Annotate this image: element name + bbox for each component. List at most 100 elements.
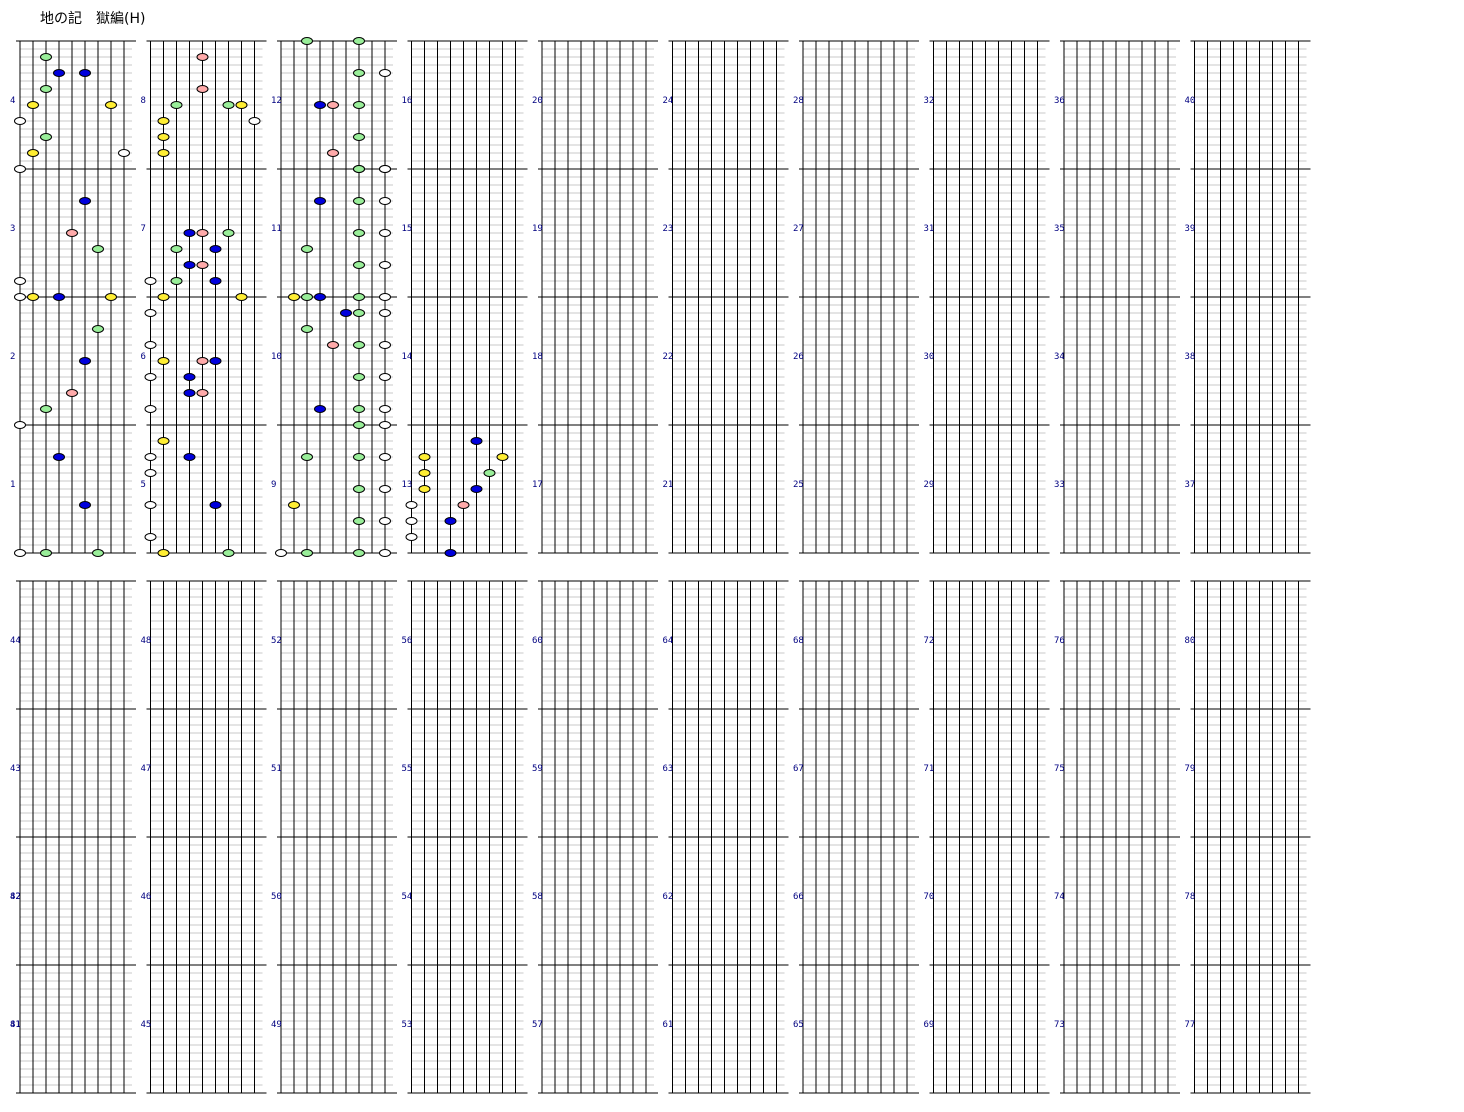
note (27, 293, 39, 301)
measure-number: 28 (793, 96, 804, 106)
measure-number: 19 (532, 224, 543, 234)
measure-number: 33 (1054, 480, 1065, 490)
note (379, 485, 391, 493)
note (157, 549, 170, 557)
note (27, 149, 39, 157)
note (209, 277, 222, 285)
note (353, 69, 365, 77)
note (183, 389, 196, 397)
note (353, 37, 365, 45)
measure-number: 31 (924, 224, 935, 234)
note (79, 197, 91, 205)
measure-number: 29 (924, 480, 935, 490)
note (353, 165, 365, 173)
measure-number: 68 (793, 636, 804, 646)
measure-number: 52 (271, 636, 282, 646)
note (379, 421, 391, 429)
note (235, 101, 248, 109)
note (183, 261, 196, 269)
note (40, 133, 52, 141)
measure-number: 42 (10, 892, 21, 902)
note (222, 549, 235, 557)
note (79, 357, 91, 365)
note (144, 309, 157, 317)
note (53, 293, 65, 301)
note (353, 101, 365, 109)
note (353, 197, 365, 205)
note (327, 341, 339, 349)
note (353, 405, 365, 413)
note (105, 101, 117, 109)
note (314, 405, 326, 413)
note (457, 501, 470, 509)
note (235, 293, 248, 301)
measure-number: 73 (1054, 1020, 1065, 1030)
measure-number: 9 (271, 480, 276, 490)
measure-number: 71 (924, 764, 935, 774)
note (379, 69, 391, 77)
note (40, 85, 52, 93)
note (353, 517, 365, 525)
note (353, 485, 365, 493)
note (379, 309, 391, 317)
measure-number: 79 (1185, 764, 1196, 774)
measure-number: 22 (663, 352, 674, 362)
measure-number: 77 (1185, 1020, 1196, 1030)
measure-number: 14 (402, 352, 413, 362)
note (379, 341, 391, 349)
measure-number: 63 (663, 764, 674, 774)
measure-number: 75 (1054, 764, 1065, 774)
note (353, 229, 365, 237)
measure-number: 65 (793, 1020, 804, 1030)
measure-number: 41 (10, 1020, 21, 1030)
note (183, 229, 196, 237)
note (53, 69, 65, 77)
note (144, 277, 157, 285)
note (301, 549, 313, 557)
note (418, 453, 431, 461)
measure-number: 60 (532, 636, 543, 646)
note (14, 421, 26, 429)
measure-number: 5 (141, 480, 146, 490)
note (248, 117, 261, 125)
measure-number: 76 (1054, 636, 1065, 646)
note (353, 261, 365, 269)
note (301, 245, 313, 253)
note (444, 549, 457, 557)
measure-number: 34 (1054, 352, 1065, 362)
measure-number: 67 (793, 764, 804, 774)
measure-number: 18 (532, 352, 543, 362)
note (353, 373, 365, 381)
measure-number: 45 (141, 1020, 152, 1030)
measure-number: 20 (532, 96, 543, 106)
measure-number: 43 (10, 764, 21, 774)
note (40, 549, 52, 557)
note (222, 101, 235, 109)
note (222, 229, 235, 237)
note (353, 133, 365, 141)
measure-number: 3 (10, 224, 15, 234)
measure-number: 27 (793, 224, 804, 234)
note (79, 501, 91, 509)
note (327, 101, 339, 109)
measure-number: 80 (1185, 636, 1196, 646)
note (314, 197, 326, 205)
measure-number: 49 (271, 1020, 282, 1030)
note (196, 389, 209, 397)
note (470, 485, 483, 493)
measure-number: 1 (10, 480, 15, 490)
note (288, 293, 300, 301)
note (353, 341, 365, 349)
measure-number: 40 (1185, 96, 1196, 106)
note (157, 133, 170, 141)
measure-number: 70 (924, 892, 935, 902)
note (196, 229, 209, 237)
note (118, 149, 130, 157)
page-title: 地の記 獄編(H) (40, 11, 146, 27)
note (144, 405, 157, 413)
measure-number: 56 (402, 636, 413, 646)
note (92, 245, 104, 253)
note (314, 293, 326, 301)
note (40, 53, 52, 61)
